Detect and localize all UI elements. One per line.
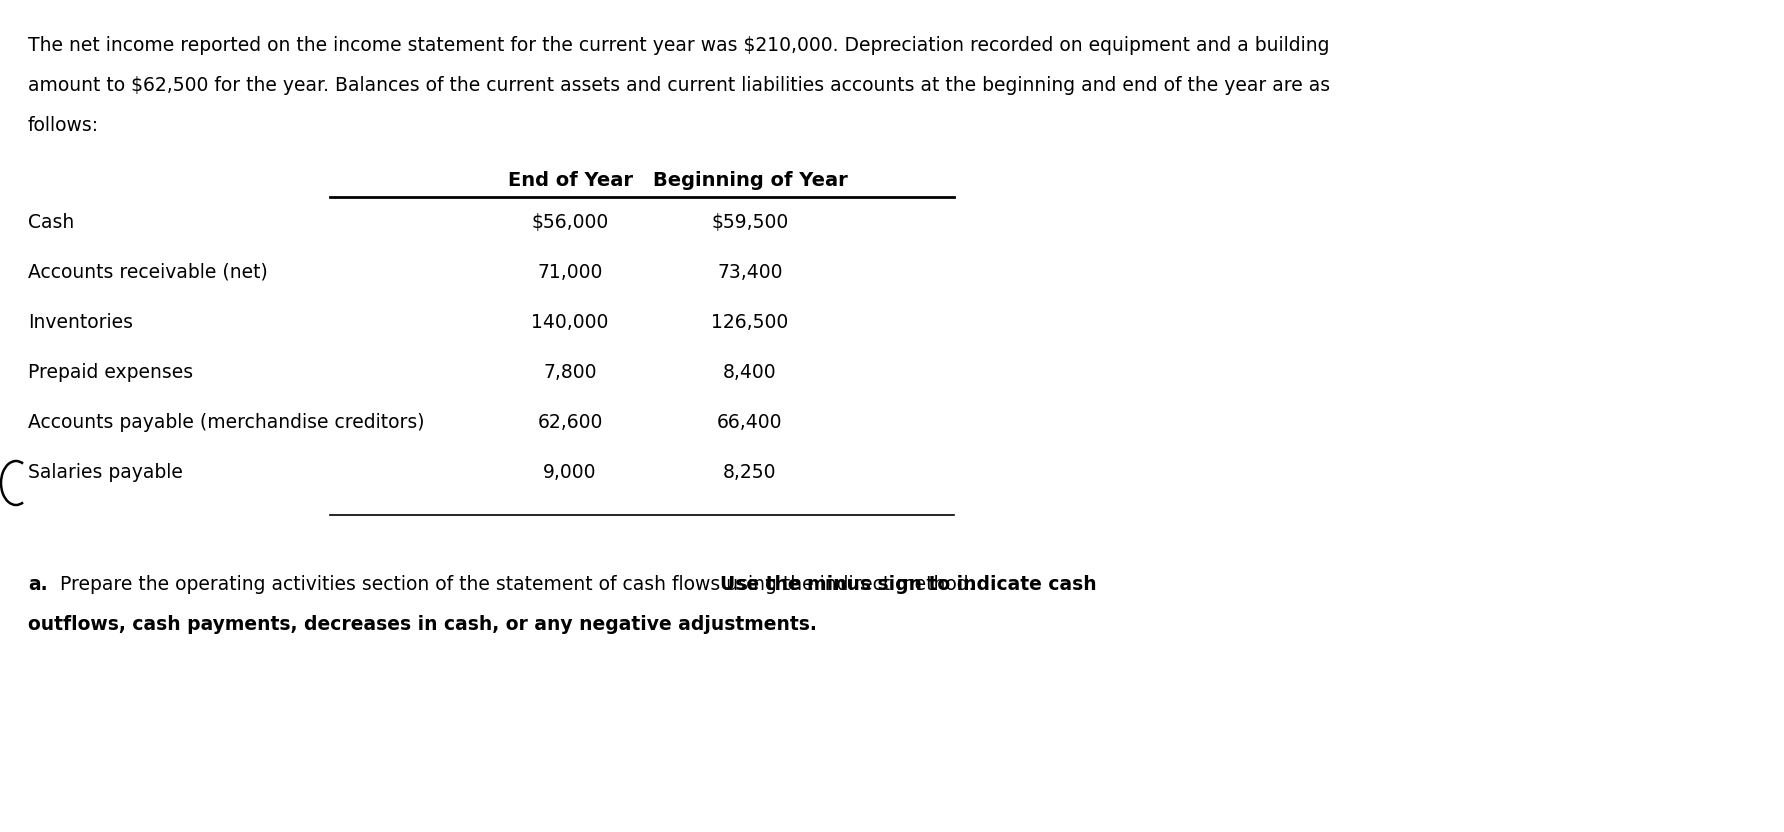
Text: Inventories: Inventories: [29, 313, 134, 332]
Text: $59,500: $59,500: [712, 213, 789, 232]
Text: 9,000: 9,000: [544, 463, 598, 482]
Text: 8,250: 8,250: [723, 463, 776, 482]
Text: 73,400: 73,400: [717, 263, 783, 282]
Text: follows:: follows:: [29, 116, 100, 135]
Text: 71,000: 71,000: [537, 263, 603, 282]
Text: Salaries payable: Salaries payable: [29, 463, 184, 482]
Text: Beginning of Year: Beginning of Year: [653, 171, 847, 190]
Text: 140,000: 140,000: [532, 313, 608, 332]
Text: 7,800: 7,800: [544, 363, 598, 382]
Text: amount to $62,500 for the year. Balances of the current assets and current liabi: amount to $62,500 for the year. Balances…: [29, 76, 1331, 95]
Text: Prepaid expenses: Prepaid expenses: [29, 363, 193, 382]
Text: The net income reported on the income statement for the current year was $210,00: The net income reported on the income st…: [29, 36, 1329, 55]
Text: $56,000: $56,000: [532, 213, 608, 232]
Text: Cash: Cash: [29, 213, 75, 232]
Text: 66,400: 66,400: [717, 413, 783, 432]
Text: 126,500: 126,500: [712, 313, 789, 332]
Text: outflows, cash payments, decreases in cash, or any negative adjustments.: outflows, cash payments, decreases in ca…: [29, 615, 817, 634]
Text: 8,400: 8,400: [723, 363, 776, 382]
Text: Accounts payable (merchandise creditors): Accounts payable (merchandise creditors): [29, 413, 425, 432]
Text: Use the minus sign to indicate cash: Use the minus sign to indicate cash: [721, 575, 1097, 594]
Text: 62,600: 62,600: [537, 413, 603, 432]
Text: End of Year: End of Year: [507, 171, 633, 190]
Text: Accounts receivable (net): Accounts receivable (net): [29, 263, 268, 282]
Text: a.: a.: [29, 575, 48, 594]
Text: Prepare the operating activities section of the statement of cash flows using th: Prepare the operating activities section…: [61, 575, 974, 594]
